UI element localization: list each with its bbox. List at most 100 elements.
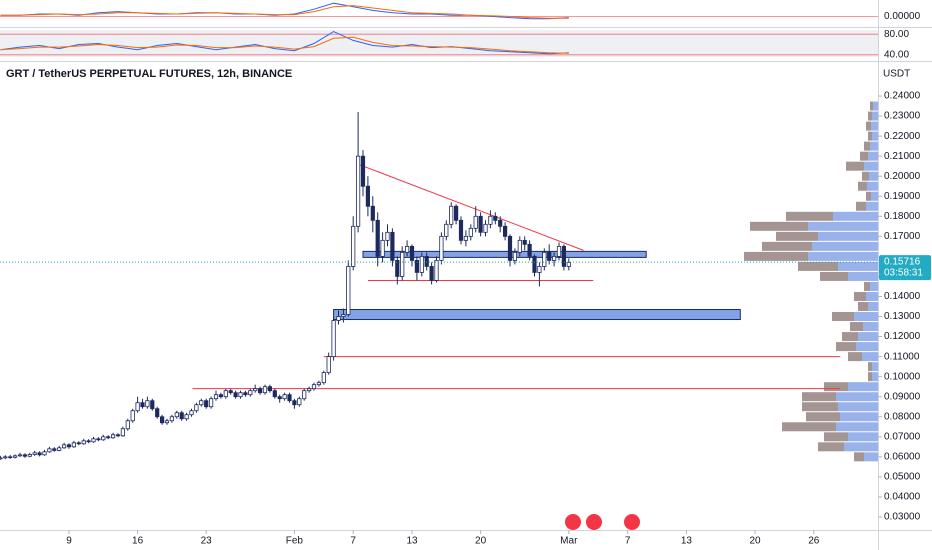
candle-body <box>184 414 189 420</box>
profile-up <box>838 402 878 412</box>
profile-up <box>808 221 878 231</box>
candle-body <box>174 412 179 418</box>
profile-down <box>762 241 812 251</box>
y-tick-label: 0.07000 <box>884 431 921 442</box>
candle-body <box>434 259 439 281</box>
profile-down <box>854 452 864 462</box>
y-tick-label: 0.13000 <box>884 311 921 322</box>
profile-down <box>818 442 844 452</box>
x-tick-label: 23 <box>201 536 213 547</box>
profile-up <box>871 191 878 201</box>
profile-down <box>866 191 871 201</box>
y-tick-label: 0.11000 <box>884 351 920 362</box>
candle-body <box>542 251 547 267</box>
y-tick-label: 0.09000 <box>884 391 921 402</box>
event-icons <box>565 514 640 530</box>
profile-down <box>824 382 848 392</box>
profile-down <box>858 181 867 191</box>
profile-down <box>860 151 868 161</box>
y-tick-label: 0.12000 <box>884 331 921 342</box>
candle-body <box>498 219 503 227</box>
candle-body <box>360 155 366 187</box>
candle-body <box>444 223 449 237</box>
y-tick-label: 0.23000 <box>884 111 921 122</box>
profile-down <box>744 251 808 261</box>
candle-body <box>522 239 527 245</box>
candle-body <box>71 442 76 448</box>
candle-body <box>463 235 469 241</box>
candle-body <box>321 372 326 384</box>
candle-body <box>135 402 140 412</box>
indicator-line <box>0 31 569 55</box>
x-tick-label: 26 <box>808 536 820 547</box>
x-tick-label: 16 <box>132 536 144 547</box>
candle-body <box>101 436 106 441</box>
x-tick-label: 20 <box>749 536 761 547</box>
profile-down <box>868 131 872 141</box>
candle-body <box>179 412 184 420</box>
y-tick-label: 0.17000 <box>884 231 921 242</box>
candle-body <box>37 452 42 456</box>
candle-body <box>253 388 258 392</box>
candle-body <box>517 239 522 253</box>
profile-up <box>866 201 878 211</box>
profile-up <box>870 281 878 291</box>
candle-body <box>336 316 341 321</box>
x-tick-label: 20 <box>475 536 487 547</box>
y-tick-label: 0.04000 <box>884 492 921 503</box>
profile-up <box>838 261 878 271</box>
candle-body <box>414 259 420 273</box>
candle-body <box>76 442 81 445</box>
candle-body <box>449 205 454 225</box>
profile-up <box>858 332 878 342</box>
profile-down <box>750 221 808 231</box>
candle-body <box>561 245 567 267</box>
y-tick-label: 0.06000 <box>884 451 921 462</box>
candle-body <box>385 231 390 241</box>
profile-down <box>870 101 873 111</box>
candle-body <box>32 452 37 455</box>
profile-up <box>836 422 878 432</box>
candle-body <box>311 384 317 390</box>
profile-down <box>776 231 818 241</box>
candle-body <box>150 400 155 410</box>
candle-body <box>213 394 219 400</box>
candle-body <box>164 420 170 424</box>
profile-up <box>870 141 878 151</box>
candle-body <box>66 444 72 448</box>
indicator-line <box>0 5 569 19</box>
candle-body <box>527 243 532 257</box>
profile-down <box>806 412 840 422</box>
candle-body <box>512 251 518 261</box>
profile-down <box>864 281 870 291</box>
candle-body <box>3 456 8 459</box>
profile-up <box>873 101 878 111</box>
profile-up <box>864 161 878 171</box>
candle-body <box>302 390 307 400</box>
x-tick-label: 13 <box>681 536 693 547</box>
candle-body <box>52 448 57 451</box>
candle-body <box>488 215 493 225</box>
candle-body <box>194 404 199 412</box>
profile-up <box>840 412 878 422</box>
profile-up <box>872 111 878 121</box>
candle-body <box>552 255 557 261</box>
candle-body <box>507 235 513 261</box>
y-tick-label: 0.19000 <box>884 191 921 202</box>
event-icon <box>624 514 640 530</box>
last-price-label: 0.15716 <box>884 257 921 268</box>
candle-body <box>61 444 67 449</box>
profile-up <box>818 231 878 241</box>
candle-body <box>400 251 405 277</box>
candle-body <box>395 259 400 277</box>
candle-body <box>277 396 282 400</box>
candle-body <box>86 440 91 443</box>
candle-body <box>42 451 47 456</box>
profile-up <box>866 291 878 301</box>
candle-body <box>12 455 18 458</box>
candle-body <box>409 245 415 261</box>
profile-down <box>862 171 869 181</box>
profile-up <box>854 312 878 322</box>
